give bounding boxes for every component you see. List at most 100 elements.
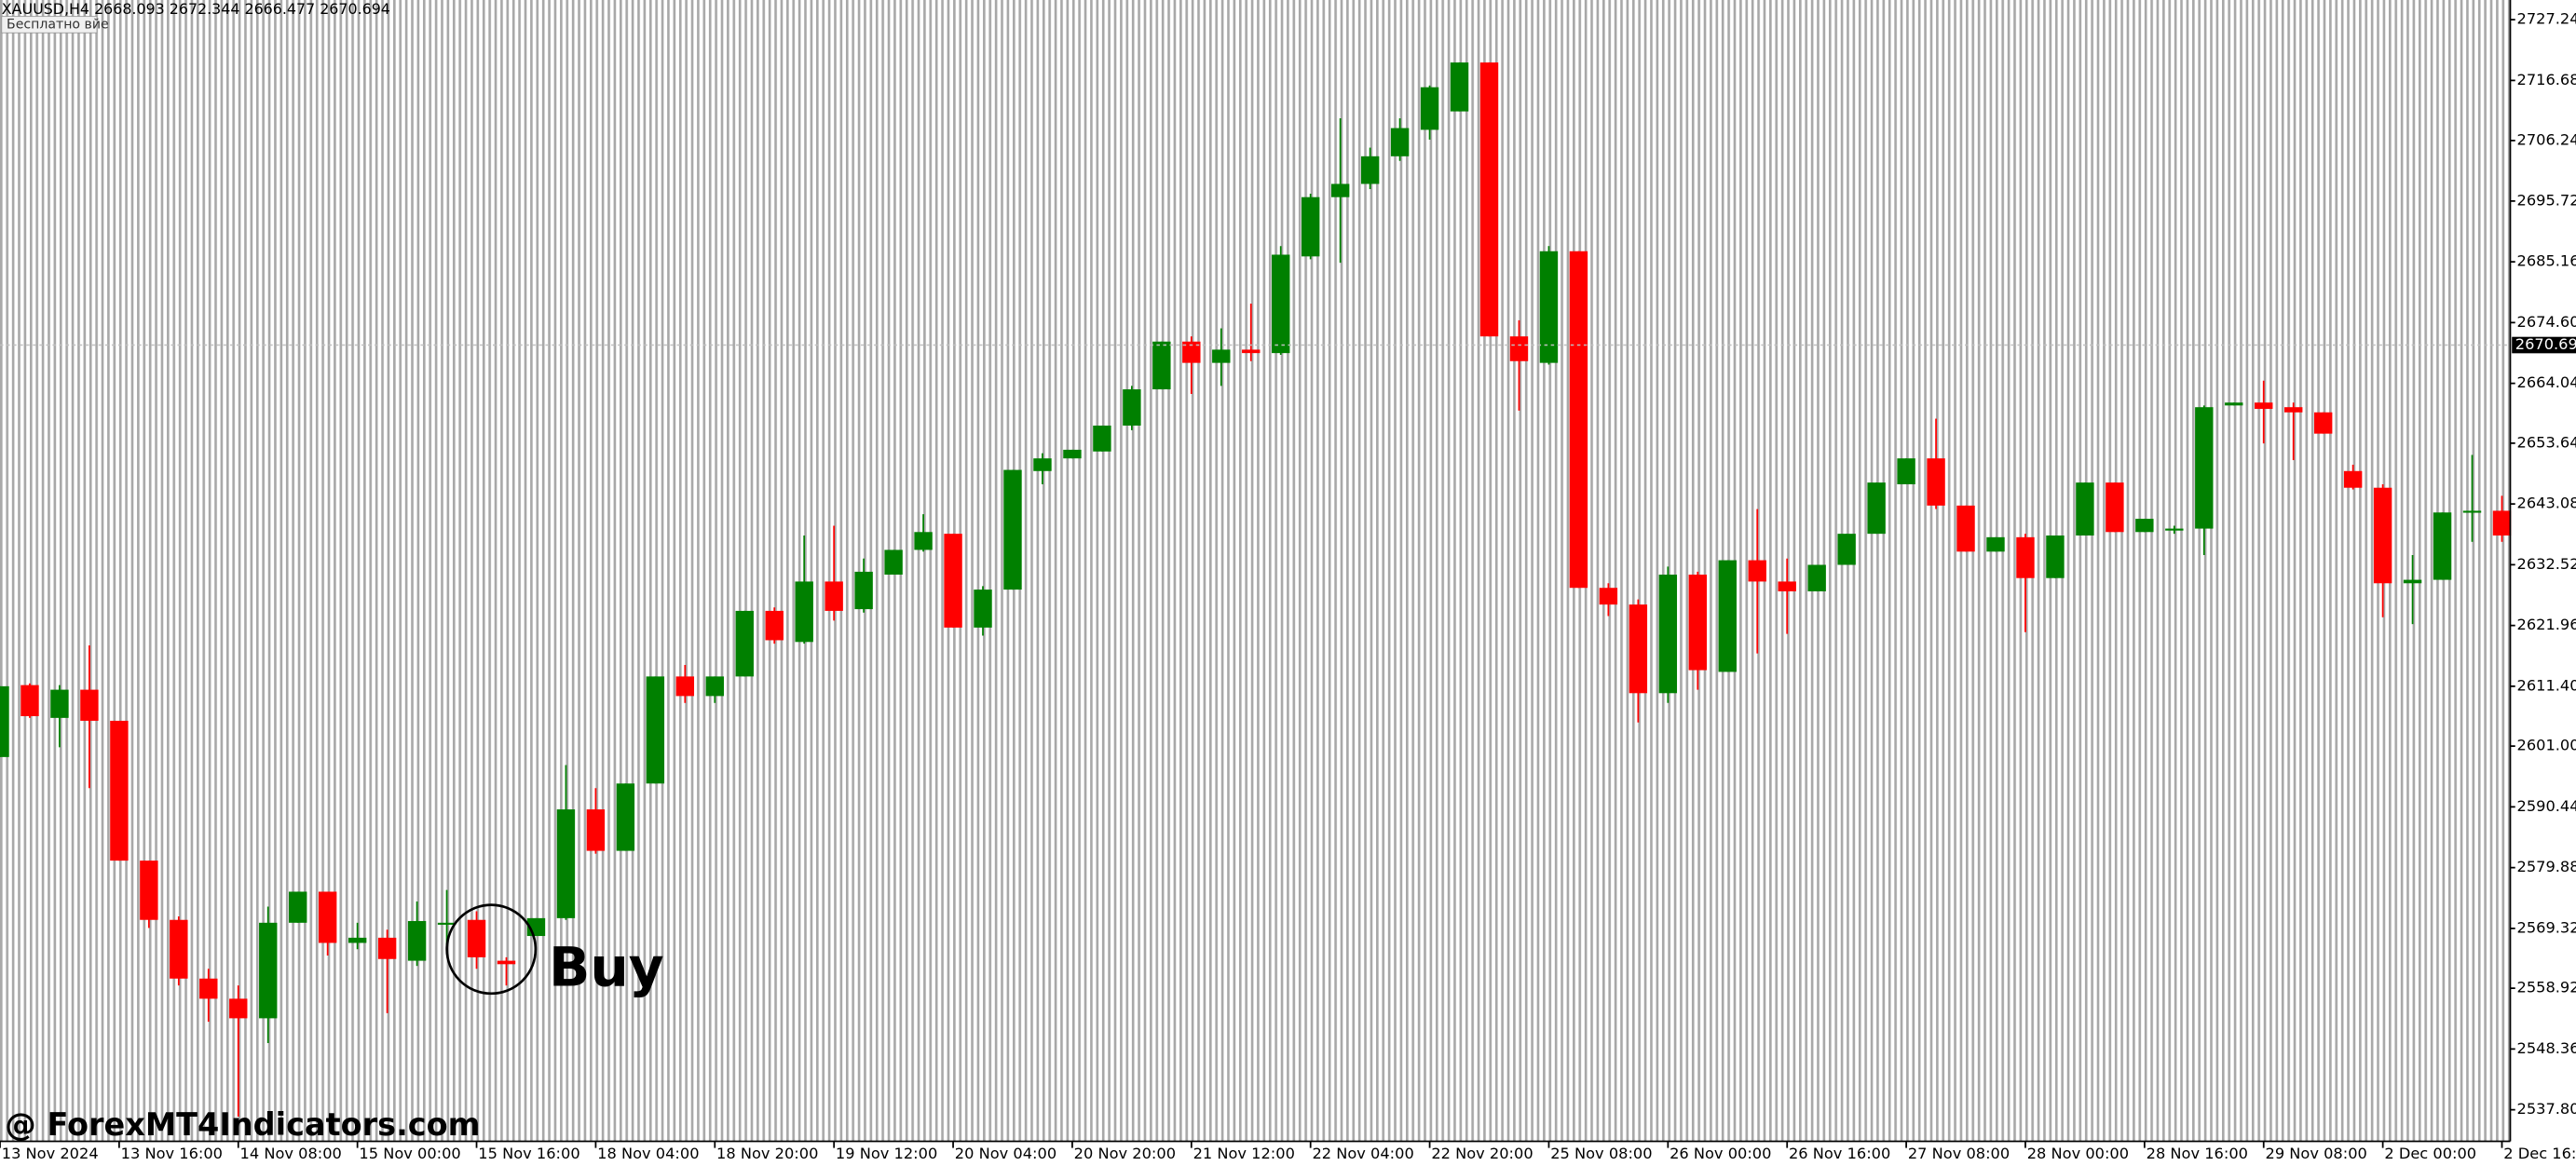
candle-body	[289, 891, 307, 923]
signal-label: Buy	[549, 935, 664, 998]
candle-body	[2492, 510, 2512, 536]
candle-body	[2433, 512, 2452, 580]
x-tick-label: 21 Nov 12:00	[1193, 1145, 1295, 1162]
candle-body	[884, 549, 903, 576]
candle-body	[1242, 349, 1261, 354]
candle-body	[1272, 254, 1290, 354]
x-tick-label: 22 Nov 04:00	[1312, 1145, 1413, 1162]
candle-body	[229, 998, 248, 1019]
candle-body	[675, 676, 695, 697]
candle-body	[1927, 458, 1945, 506]
candle-body	[80, 689, 99, 721]
candle-body	[1390, 128, 1410, 156]
y-tick-label: 2579.880	[2517, 858, 2576, 875]
candle-body	[944, 534, 962, 628]
candle-body	[1123, 389, 1141, 426]
x-tick-label: 2 Dec 16:00	[2503, 1145, 2576, 1162]
candle-body	[467, 919, 486, 957]
candle-body	[497, 960, 516, 965]
candle-body	[348, 937, 367, 943]
y-tick-label: 2706.240	[2517, 130, 2576, 148]
candle-body	[2462, 510, 2482, 513]
candle-body	[1330, 183, 1350, 197]
y-tick-label: 2685.160	[2517, 252, 2576, 270]
candle-body	[1450, 62, 1469, 112]
y-tick-label: 2569.320	[2517, 918, 2576, 936]
chart-header: XAUUSD,H4 2668.093 2672.344 2666.477 267…	[2, 0, 390, 18]
candle-body	[1003, 469, 1022, 590]
candle-body	[1509, 336, 1529, 361]
candle-body	[705, 676, 724, 697]
y-tick-label: 2548.360	[2517, 1039, 2576, 1057]
candle-body	[1063, 449, 1082, 459]
candle-body	[1956, 505, 1975, 552]
x-tick-label: 13 Nov 16:00	[121, 1145, 223, 1162]
signal-circle	[445, 903, 538, 996]
candle-body	[170, 919, 188, 979]
candle-body	[407, 920, 427, 961]
candle-body	[1152, 341, 1171, 390]
candle-body	[2284, 407, 2303, 413]
candle-body	[2403, 579, 2422, 584]
candle-body	[1182, 341, 1201, 363]
candle-body	[2195, 407, 2214, 529]
candle-body	[2225, 402, 2243, 406]
candle-body	[1539, 251, 1559, 363]
x-tick-label: 2 Dec 00:00	[2384, 1145, 2476, 1162]
candle-body	[2135, 519, 2154, 533]
x-tick-label: 20 Nov 20:00	[1074, 1145, 1176, 1162]
candle-body	[50, 689, 69, 718]
candle-body	[1718, 560, 1737, 672]
y-tick-label: 2611.400	[2517, 676, 2576, 694]
y-tick-label: 2664.040	[2517, 373, 2576, 391]
candle-body	[825, 581, 843, 611]
candle-body	[1569, 251, 1588, 589]
candle-body	[735, 610, 754, 677]
y-tick-label: 2621.960	[2517, 616, 2576, 633]
chart-subheader: Бесплатно вйе	[7, 17, 109, 32]
candle-body	[854, 571, 873, 610]
y-tick-label: 2601.000	[2517, 737, 2576, 754]
candle-body	[1867, 482, 1886, 535]
candle-body	[556, 809, 576, 918]
candle-body	[199, 978, 218, 999]
x-tick-label: 15 Nov 16:00	[478, 1145, 579, 1162]
current-price-label: 2670.694	[2515, 335, 2576, 353]
candle-body	[377, 937, 397, 959]
candle-body	[0, 685, 9, 757]
subheader-box	[1, 16, 98, 34]
x-tick-label: 29 Nov 08:00	[2265, 1145, 2366, 1162]
y-tick-label: 2558.920	[2517, 979, 2576, 997]
histogram-background	[0, 0, 2511, 1142]
candle-body	[1688, 575, 1708, 671]
candle-body	[1093, 425, 1111, 452]
watermark: @ ForexMT4Indicators.com	[5, 1106, 480, 1143]
candle-body	[974, 590, 992, 628]
x-tick-label: 13 Nov 2024	[2, 1145, 99, 1162]
candle-body	[1748, 560, 1766, 582]
candle-body	[2106, 482, 2124, 533]
candle-body	[1420, 87, 1439, 130]
x-tick-label: 28 Nov 00:00	[2027, 1145, 2129, 1162]
candle-body	[1778, 581, 1796, 591]
candle-body	[1479, 62, 1499, 337]
candle-body	[2313, 412, 2333, 434]
candle-body	[2343, 470, 2363, 488]
candle-body	[1629, 604, 1648, 694]
y-tick-label: 2632.520	[2517, 555, 2576, 573]
x-tick-label: 28 Nov 16:00	[2147, 1145, 2248, 1162]
y-tick-label: 2716.680	[2517, 71, 2576, 88]
candle-body	[586, 809, 606, 851]
candle-body	[2255, 402, 2273, 410]
candle-body	[1807, 564, 1826, 591]
x-tick-label: 26 Nov 00:00	[1670, 1145, 1771, 1162]
candle-body	[437, 922, 457, 925]
y-tick-label: 2643.080	[2517, 495, 2576, 512]
y-tick-label: 2537.800	[2517, 1100, 2576, 1118]
candle-body	[1658, 575, 1678, 694]
candle-body	[646, 676, 665, 784]
candle-body	[140, 861, 158, 920]
candle-body	[20, 685, 39, 717]
